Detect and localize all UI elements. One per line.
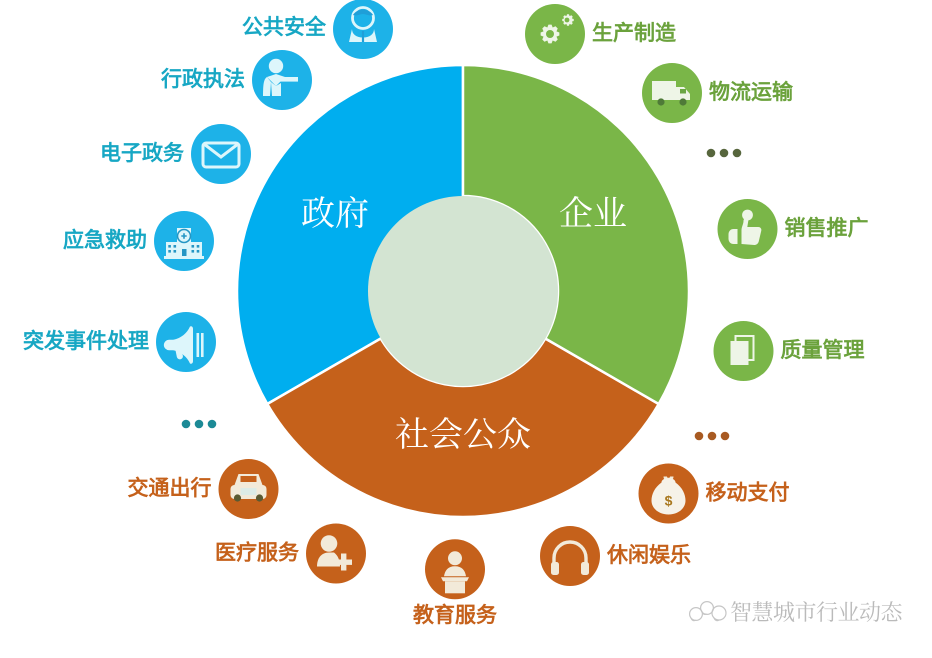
- svg-text:政府: 政府: [301, 186, 369, 235]
- svg-text:公共安全: 公共安全: [242, 15, 327, 39]
- svg-text:电子政务: 电子政务: [100, 141, 185, 165]
- svg-text:物流运输: 物流运输: [709, 80, 794, 104]
- svg-text:社会公众: 社会公众: [395, 407, 531, 456]
- svg-text:突发事件处理: 突发事件处理: [23, 329, 149, 353]
- svg-text:行政执法: 行政执法: [160, 67, 245, 91]
- svg-text:智慧城市行业动态: 智慧城市行业动态: [730, 596, 904, 627]
- svg-text:交通出行: 交通出行: [128, 476, 212, 500]
- svg-text:教育服务: 教育服务: [413, 603, 498, 627]
- svg-text:医疗服务: 医疗服务: [215, 541, 300, 565]
- svg-text:企业: 企业: [559, 186, 627, 235]
- svg-text:销售推广: 销售推广: [785, 216, 869, 240]
- svg-text:质量管理: 质量管理: [781, 338, 865, 362]
- svg-text:移动支付: 移动支付: [706, 481, 790, 505]
- svg-text:应急救助: 应急救助: [63, 228, 147, 252]
- svg-text:休闲娱乐: 休闲娱乐: [606, 544, 691, 567]
- svg-text:生产制造: 生产制造: [592, 21, 677, 45]
